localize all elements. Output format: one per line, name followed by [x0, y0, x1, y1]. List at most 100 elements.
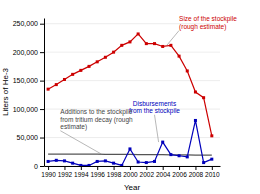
- series-marker: [178, 55, 181, 58]
- grid-line: [44, 80, 220, 81]
- y-tick-mark: [40, 52, 44, 53]
- grid-line: [44, 166, 220, 167]
- series-marker: [178, 154, 181, 157]
- series-marker: [63, 78, 66, 81]
- annotations: Size of the stockpile(rough estimate)Dis…: [60, 15, 237, 154]
- x-tick-mark: [64, 166, 65, 170]
- x-tick: 2002: [140, 166, 155, 178]
- series-marker: [88, 65, 91, 68]
- y-tick-label: 150,000: [13, 77, 38, 84]
- series-marker: [96, 60, 99, 63]
- x-tick: 1992: [58, 166, 73, 178]
- x-tick: 2006: [172, 166, 187, 178]
- x-tick-mark: [146, 166, 147, 170]
- y-tick-mark: [40, 24, 44, 25]
- series-marker: [210, 158, 213, 161]
- x-tick: 2008: [189, 166, 204, 178]
- series-marker: [47, 88, 50, 91]
- series-marker: [120, 44, 123, 47]
- x-tick-label: 1998: [107, 171, 122, 178]
- series-marker: [194, 119, 197, 122]
- x-tick-mark: [114, 166, 115, 170]
- x-tick-label: 2006: [172, 171, 187, 178]
- series-line: [48, 34, 212, 136]
- y-tick-label: 0: [34, 163, 38, 170]
- chart: 1990199219941996199820002002200420062008…: [0, 0, 260, 194]
- annotation: Additions to the stockpilefrom tritium d…: [60, 108, 133, 130]
- x-tick-mark: [195, 166, 196, 170]
- x-tick: 1996: [90, 166, 105, 178]
- x-tick: 1994: [74, 166, 89, 178]
- series-marker: [120, 164, 123, 166]
- x-tick-mark: [81, 166, 82, 170]
- grid: [44, 24, 220, 166]
- x-tick-mark: [97, 166, 98, 170]
- y-tick: 0: [34, 163, 44, 170]
- x-tick-mark: [179, 166, 180, 170]
- series-marker: [55, 159, 58, 162]
- y-tick-label: 50,000: [17, 134, 39, 141]
- x-tick: 2004: [156, 166, 171, 178]
- y-tick-mark: [40, 81, 44, 82]
- x-tick-label: 2002: [140, 171, 155, 178]
- series-marker: [210, 134, 213, 137]
- y-axis: 0 50,000 100,000 150,000 200,000 250,000: [13, 19, 45, 170]
- series-marker: [145, 161, 148, 164]
- y-tick-label: 100,000: [13, 106, 38, 113]
- x-tick-label: 2004: [156, 171, 171, 178]
- x-tick-label: 1996: [90, 171, 105, 178]
- series-marker: [47, 160, 50, 163]
- x-axis-line: [45, 166, 221, 167]
- x-tick: 1998: [107, 166, 122, 178]
- x-tick: 2010: [205, 166, 220, 178]
- annotation: Size of the stockpile(rough estimate): [179, 15, 237, 30]
- series-marker: [71, 73, 74, 76]
- series-marker: [161, 45, 164, 48]
- x-tick-label: 1994: [74, 171, 89, 178]
- x-tick-mark: [48, 166, 49, 170]
- series-marker: [104, 56, 107, 59]
- y-tick: 100,000: [13, 106, 44, 113]
- series-marker: [79, 69, 82, 72]
- series-marker: [137, 32, 140, 35]
- y-axis-line: [44, 19, 45, 167]
- series-line: [48, 120, 212, 165]
- series-marker: [63, 159, 66, 162]
- y-tick-label: 250,000: [13, 20, 38, 27]
- y-tick: 150,000: [13, 77, 44, 84]
- y-tick-label: 200,000: [13, 49, 38, 56]
- series-marker: [128, 40, 131, 43]
- x-tick-mark: [212, 166, 213, 170]
- series-marker: [79, 164, 82, 166]
- y-tick: 200,000: [13, 49, 44, 56]
- series-marker: [96, 160, 99, 163]
- series-marker: [128, 147, 131, 150]
- x-axis: 1990199219941996199820002002200420062008…: [41, 166, 220, 178]
- series-marker: [186, 69, 189, 72]
- series-marker: [202, 96, 205, 99]
- x-tick-label: 2000: [123, 171, 138, 178]
- grid-line: [44, 52, 220, 53]
- y-axis-title: Liters of He-3: [1, 67, 10, 116]
- annotation-connector: [155, 115, 159, 142]
- annotation-connector: [60, 131, 101, 154]
- series-marker: [88, 164, 91, 166]
- x-tick: 1990: [41, 166, 56, 178]
- x-tick-mark: [163, 166, 164, 170]
- series-marker: [153, 42, 156, 45]
- series-marker: [104, 159, 107, 162]
- x-tick-label: 2010: [205, 171, 220, 178]
- x-tick-label: 1990: [41, 171, 56, 178]
- series-marker: [112, 162, 115, 165]
- series-marker: [112, 51, 115, 54]
- series-marker: [153, 160, 156, 163]
- series-marker: [145, 42, 148, 45]
- plot-area: [47, 32, 214, 166]
- y-tick-mark: [40, 138, 44, 139]
- y-tick-mark: [40, 109, 44, 110]
- series-marker: [55, 83, 58, 86]
- y-tick: 250,000: [13, 20, 44, 27]
- x-tick: 2000: [123, 166, 138, 178]
- x-axis-title: Year: [124, 183, 141, 192]
- series-marker: [194, 91, 197, 94]
